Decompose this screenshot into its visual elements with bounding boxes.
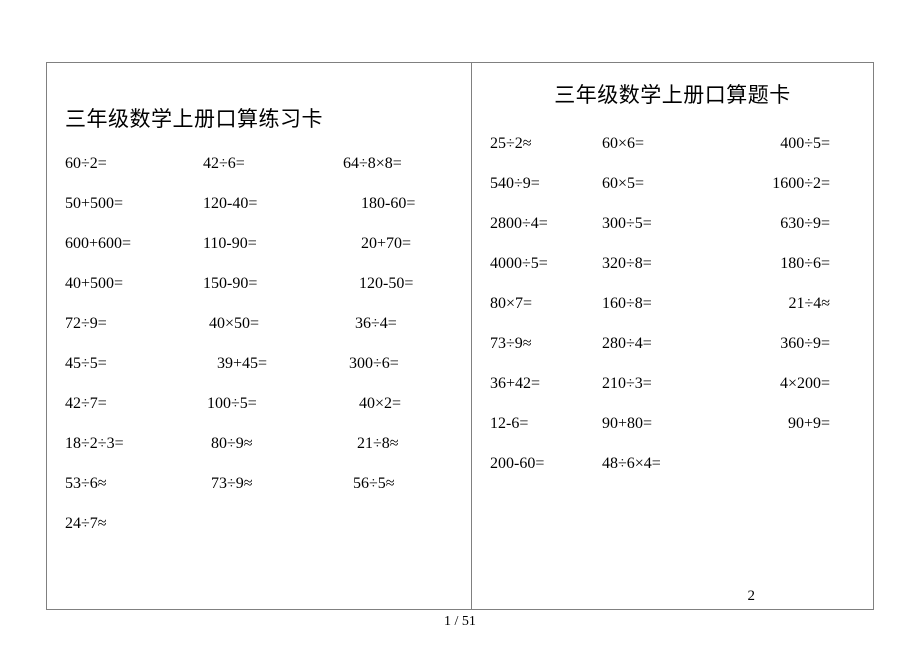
table-row: 200-60=48÷6×4= (490, 455, 855, 473)
cell: 12-6= (490, 415, 602, 433)
table-row: 24÷7≈ (65, 515, 453, 533)
cell: 45÷5= (65, 355, 203, 373)
cell: 100÷5= (203, 395, 343, 413)
cell: 36+42= (490, 375, 602, 393)
table-row: 45÷5=39+45=300÷6= (65, 355, 453, 373)
cell: 40+500= (65, 275, 203, 293)
cell: 72÷9= (65, 315, 203, 333)
right-card: 三年级数学上册口算题卡 25÷2≈60×6=400÷5=540÷9=60×5=1… (472, 63, 873, 609)
table-row: 18÷2÷3=80÷9≈21÷8≈ (65, 435, 453, 453)
cards-container: 三年级数学上册口算练习卡 60÷2=42÷6=64÷8×8=50+500=120… (46, 62, 874, 610)
cell: 4×200= (718, 375, 830, 393)
table-row: 40+500=150-90=120-50= (65, 275, 453, 293)
cell: 630÷9= (718, 215, 830, 233)
cell: 64÷8×8= (343, 155, 453, 173)
cell: 24÷7≈ (65, 515, 203, 533)
left-card-title: 三年级数学上册口算练习卡 (65, 103, 453, 133)
table-row: 60÷2=42÷6=64÷8×8= (65, 155, 453, 173)
table-row: 36+42=210÷3=4×200= (490, 375, 855, 393)
cell: 60÷2= (65, 155, 203, 173)
table-row: 50+500=120-40=180-60= (65, 195, 453, 213)
cell: 42÷6= (203, 155, 343, 173)
cell: 80×7= (490, 295, 602, 313)
cell: 80÷9≈ (203, 435, 343, 453)
cell: 60×6= (602, 135, 718, 153)
cell: 90+9= (718, 415, 830, 433)
cell: 73÷9≈ (490, 335, 602, 353)
cell: 56÷5≈ (343, 475, 453, 493)
cell: 50+500= (65, 195, 203, 213)
cell: 110-90= (203, 235, 343, 253)
cell: 120-40= (203, 195, 343, 213)
cell: 180÷6= (718, 255, 830, 273)
cell: 4000÷5= (490, 255, 602, 273)
table-row: 42÷7=100÷5=40×2= (65, 395, 453, 413)
table-row: 73÷9≈280÷4=360÷9= (490, 335, 855, 353)
cell: 600+600= (65, 235, 203, 253)
cell: 48÷6×4= (602, 455, 718, 473)
cell: 320÷8= (602, 255, 718, 273)
cell: 39+45= (203, 355, 343, 373)
table-row: 72÷9=40×50=36÷4= (65, 315, 453, 333)
table-row: 2800÷4=300÷5=630÷9= (490, 215, 855, 233)
cell: 400÷5= (718, 135, 830, 153)
cell: 180-60= (343, 195, 453, 213)
cell: 150-90= (203, 275, 343, 293)
cell: 200-60= (490, 455, 602, 473)
cell (203, 515, 343, 533)
cell: 360÷9= (718, 335, 830, 353)
table-row: 80×7=160÷8=21÷4≈ (490, 295, 855, 313)
cell: 120-50= (343, 275, 453, 293)
cell (343, 515, 453, 533)
cell: 210÷3= (602, 375, 718, 393)
table-row: 25÷2≈60×6=400÷5= (490, 135, 855, 153)
cell: 25÷2≈ (490, 135, 602, 153)
table-row: 600+600=110-90=20+70= (65, 235, 453, 253)
table-row: 4000÷5=320÷8=180÷6= (490, 255, 855, 273)
left-card: 三年级数学上册口算练习卡 60÷2=42÷6=64÷8×8=50+500=120… (47, 63, 472, 609)
cell: 300÷5= (602, 215, 718, 233)
page-footer: 1 / 51 (46, 614, 874, 630)
right-page-number: 2 (748, 588, 756, 605)
cell: 20+70= (343, 235, 453, 253)
cell: 280÷4= (602, 335, 718, 353)
cell: 21÷4≈ (718, 295, 830, 313)
cell: 40×2= (343, 395, 453, 413)
table-row: 12-6=90+80=90+9= (490, 415, 855, 433)
cell (718, 455, 830, 473)
cell: 300÷6= (343, 355, 453, 373)
cell: 160÷8= (602, 295, 718, 313)
cell: 53÷6≈ (65, 475, 203, 493)
right-rows: 25÷2≈60×6=400÷5= 540÷9=60×5=1600÷2= 2800÷4… (490, 135, 855, 473)
cell: 21÷8≈ (343, 435, 453, 453)
left-rows: 60÷2=42÷6=64÷8×8= 50+500=120-40=180-60= 60… (65, 155, 453, 533)
cell: 36÷4= (343, 315, 453, 333)
cell: 60×5= (602, 175, 718, 193)
cell: 73÷9≈ (203, 475, 343, 493)
table-row: 53÷6≈73÷9≈56÷5≈ (65, 475, 453, 493)
worksheet-page: 三年级数学上册口算练习卡 60÷2=42÷6=64÷8×8=50+500=120… (0, 0, 920, 651)
cell: 42÷7= (65, 395, 203, 413)
cell: 2800÷4= (490, 215, 602, 233)
cell: 1600÷2= (718, 175, 830, 193)
cell: 90+80= (602, 415, 718, 433)
table-row: 540÷9=60×5=1600÷2= (490, 175, 855, 193)
cell: 540÷9= (490, 175, 602, 193)
right-card-title: 三年级数学上册口算题卡 (490, 79, 855, 109)
cell: 40×50= (203, 315, 343, 333)
cell: 18÷2÷3= (65, 435, 203, 453)
